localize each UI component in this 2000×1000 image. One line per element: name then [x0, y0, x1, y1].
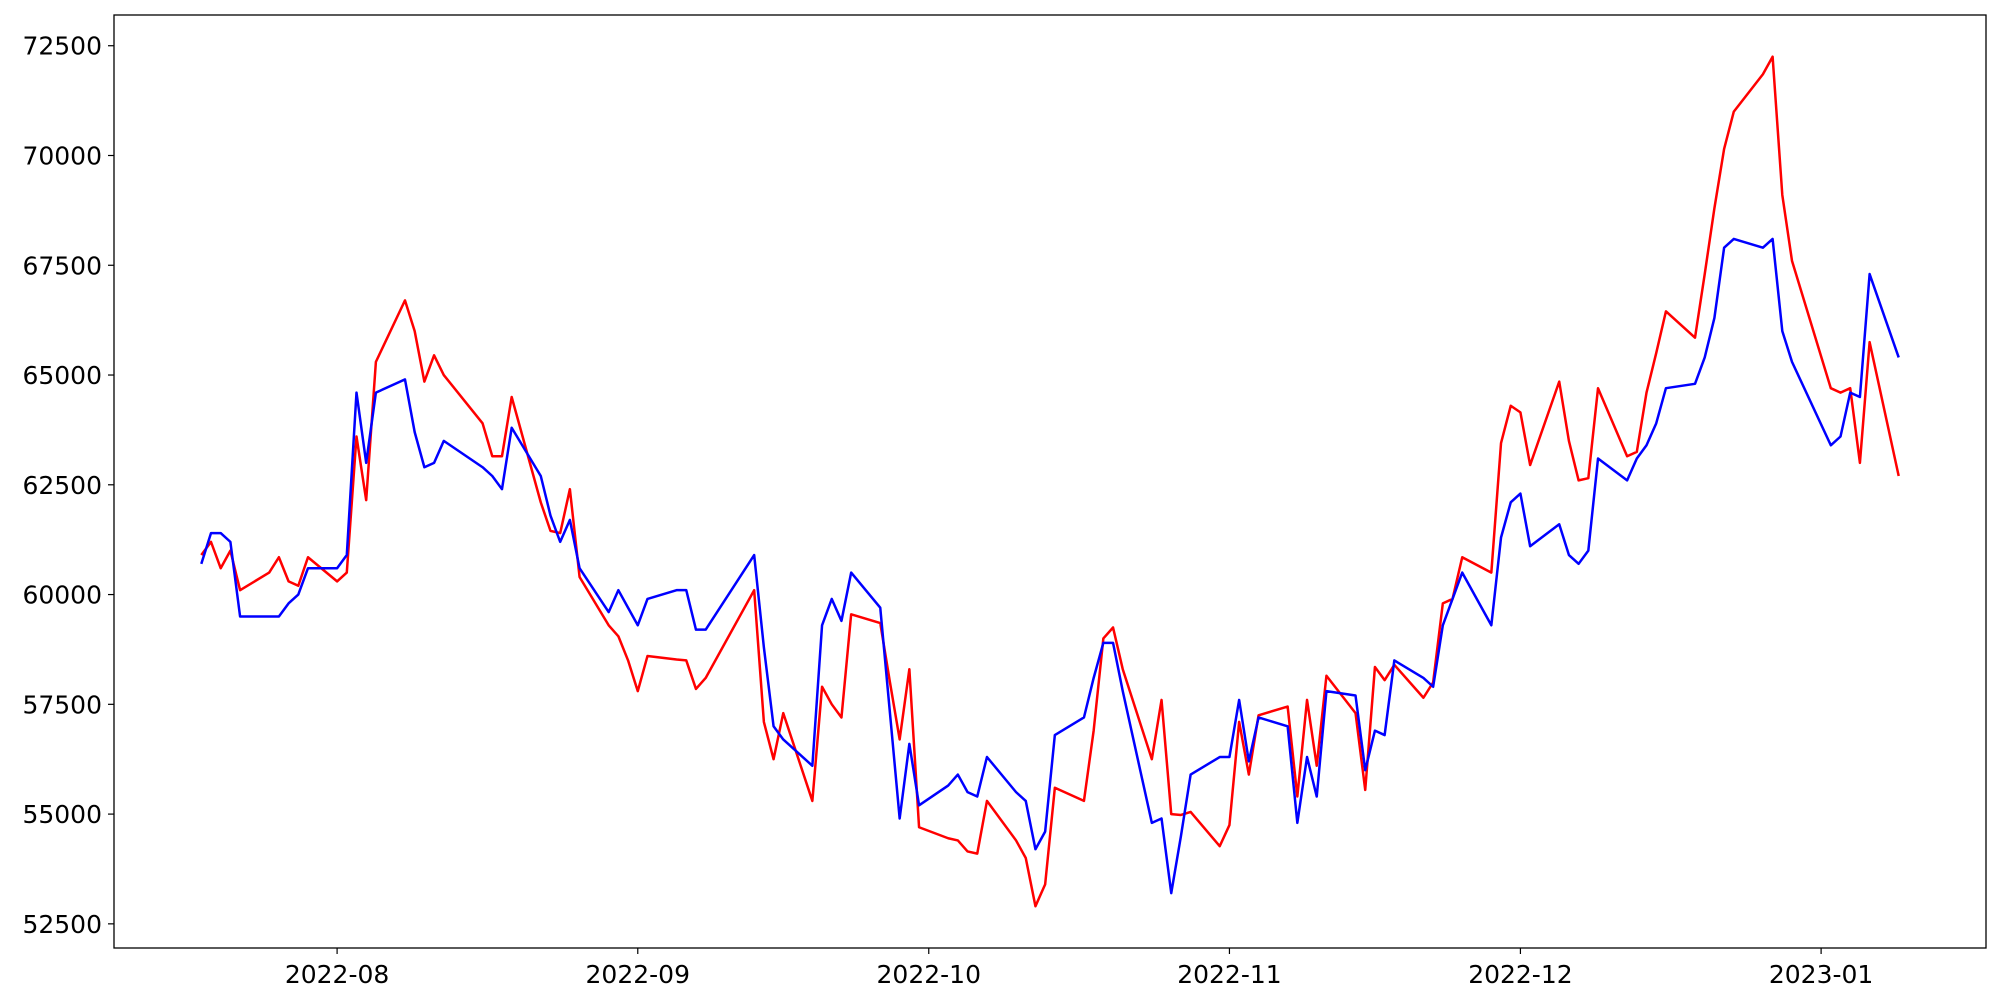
- x-tick-label: 2022-11: [1177, 960, 1281, 989]
- y-tick-label: 65000: [22, 361, 102, 390]
- y-tick-label: 67500: [22, 251, 102, 280]
- y-tick-label: 70000: [22, 141, 102, 170]
- data-line: [200, 237, 1900, 895]
- y-tick-label: 55000: [22, 800, 102, 829]
- y-tick-label: 60000: [22, 581, 102, 610]
- plot-frame: [113, 14, 1987, 949]
- x-tick-label: 2022-09: [586, 960, 690, 989]
- y-tick-label: 57500: [22, 690, 102, 719]
- x-tick-label: 2022-10: [877, 960, 981, 989]
- y-tick-label: 62500: [22, 471, 102, 500]
- x-tick-label: 2022-08: [285, 960, 389, 989]
- data-line: [200, 55, 1900, 908]
- x-tick-label: 2022-12: [1468, 960, 1572, 989]
- y-tick-label: 72500: [22, 32, 102, 61]
- y-tick-label: 52500: [22, 910, 102, 939]
- x-tick-label: 2023-01: [1769, 960, 1873, 989]
